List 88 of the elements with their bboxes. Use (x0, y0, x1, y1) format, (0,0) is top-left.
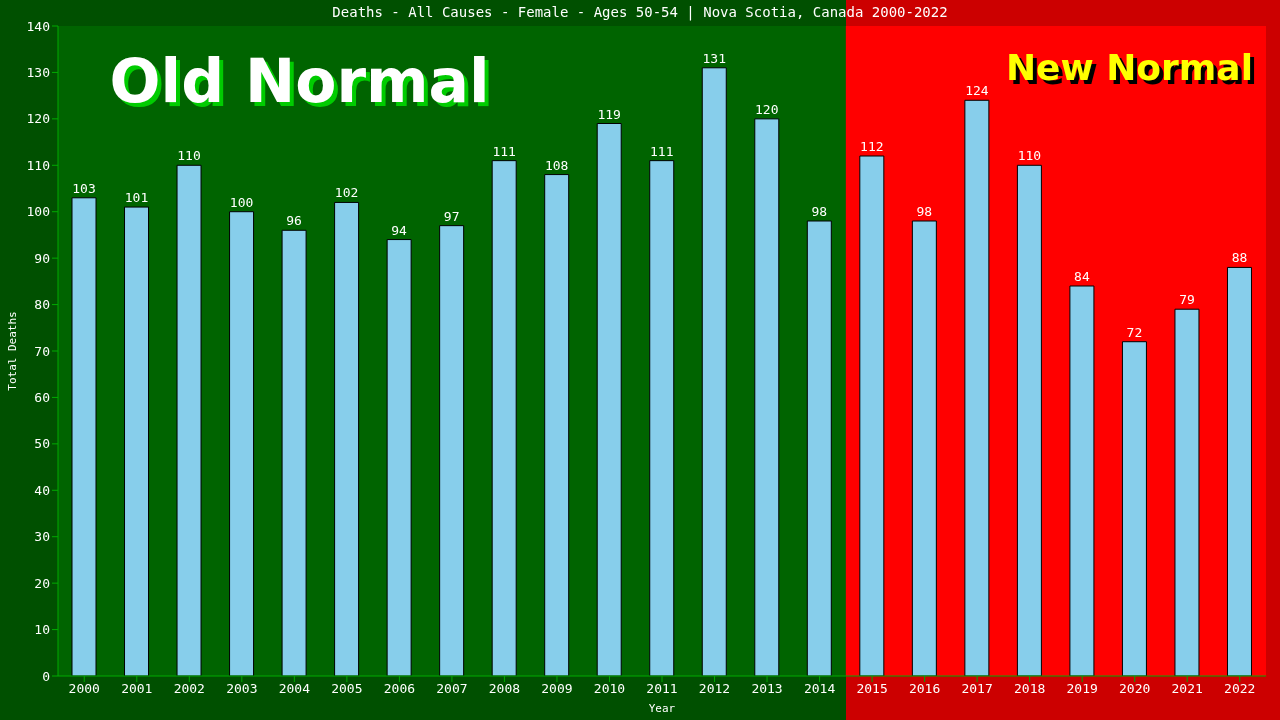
y-tick-label: 120 (26, 111, 50, 127)
bar (176, 164, 202, 676)
x-tick-label: 2020 (1119, 681, 1151, 697)
data-label: 103 (72, 180, 96, 196)
y-tick-label: 100 (26, 204, 50, 220)
x-tick-label: 2012 (698, 681, 731, 697)
data-label: 110 (1017, 148, 1042, 164)
bar (229, 211, 255, 676)
bar (281, 229, 307, 676)
x-tick-label: 2010 (593, 681, 626, 697)
band-label: Old Normal (109, 46, 490, 116)
data-label: 111 (650, 143, 674, 159)
data-label: 120 (755, 101, 779, 117)
data-label: 111 (492, 143, 516, 159)
bar (439, 225, 465, 676)
bar (124, 206, 150, 676)
data-label: 88 (1231, 250, 1248, 266)
data-label: 84 (1074, 269, 1090, 284)
data-label: 110 (177, 148, 201, 164)
x-tick-label: 2014 (803, 681, 836, 697)
bar (1121, 341, 1147, 676)
y-tick-label: 50 (34, 436, 50, 452)
bar (71, 197, 97, 676)
y-tick-label: 70 (34, 343, 50, 359)
data-label: 98 (916, 204, 933, 219)
data-label: 131 (702, 50, 726, 66)
bar (701, 67, 727, 676)
x-axis-title: Year (648, 702, 676, 715)
bar (1069, 285, 1095, 676)
y-tick-label: 20 (34, 575, 50, 591)
data-label: 112 (860, 139, 884, 154)
x-tick-label: 2018 (1014, 681, 1046, 697)
y-tick-label: 10 (34, 622, 50, 638)
x-tick-label: 2017 (961, 681, 993, 697)
data-label: 108 (544, 157, 569, 173)
data-label: 101 (124, 190, 149, 206)
data-label: 119 (597, 106, 621, 122)
data-label: 100 (229, 194, 254, 210)
x-tick-label: 2015 (856, 681, 888, 697)
x-tick-label: 2022 (1224, 681, 1256, 697)
bar (1016, 164, 1042, 676)
x-tick-label: 2006 (383, 681, 416, 697)
bar (1226, 266, 1252, 676)
x-tick-label: 2005 (331, 681, 363, 697)
data-label: 97 (443, 208, 460, 224)
x-tick-label: 2011 (646, 681, 678, 697)
data-label: 98 (811, 204, 828, 219)
y-tick-label: 40 (34, 482, 50, 498)
x-tick-label: 2013 (751, 681, 783, 697)
bar (964, 99, 990, 676)
x-tick-label: 2004 (278, 681, 311, 697)
bar (859, 155, 885, 676)
x-tick-label: 2016 (908, 681, 941, 697)
y-axis-title: Total Deaths (5, 311, 19, 391)
data-label: 96 (286, 213, 302, 229)
y-tick-label: 30 (34, 529, 50, 545)
x-tick-label: 2002 (173, 681, 205, 697)
x-tick-label: 2003 (226, 681, 258, 697)
x-tick-label: 2001 (121, 681, 153, 697)
y-tick-label: 60 (34, 390, 50, 406)
bar (596, 123, 622, 676)
bar (806, 220, 832, 676)
x-tick-label: 2019 (1066, 681, 1098, 697)
data-label: 94 (391, 222, 408, 238)
x-tick-label: 2008 (488, 681, 521, 697)
band-label: New Normal (1005, 47, 1253, 88)
bar (334, 201, 360, 676)
data-label: 79 (1179, 292, 1195, 308)
y-tick-label: 90 (34, 250, 50, 266)
bar (491, 160, 517, 676)
y-tick-label: 0 (42, 668, 50, 684)
bar (911, 220, 937, 676)
data-label: 72 (1126, 324, 1143, 340)
y-tick-label: 110 (26, 157, 50, 173)
bar (1174, 308, 1200, 676)
y-tick-label: 80 (34, 297, 50, 313)
bar (649, 160, 675, 676)
bar (386, 239, 412, 676)
data-label: 124 (965, 83, 989, 99)
bar (544, 174, 570, 676)
x-tick-label: 2000 (68, 681, 100, 697)
x-tick-label: 2009 (541, 681, 573, 697)
x-tick-label: 2021 (1171, 681, 1203, 697)
data-label: 102 (334, 185, 359, 201)
x-tick-label: 2007 (436, 681, 468, 697)
y-tick-label: 130 (26, 65, 50, 81)
bar (754, 118, 780, 676)
y-tick-label: 140 (26, 18, 50, 34)
